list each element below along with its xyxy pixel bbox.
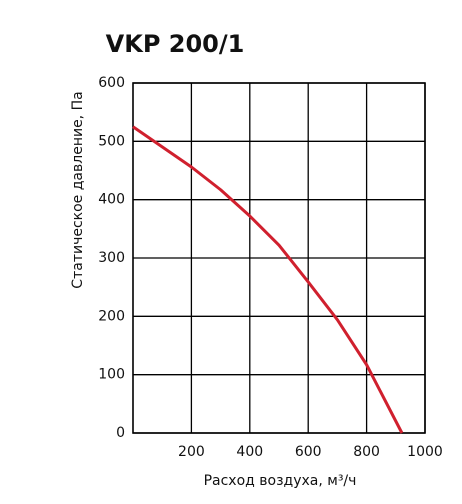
y-tick-label: 200 [98, 308, 125, 324]
y-tick-label: 600 [98, 75, 125, 91]
x-tick-label: 200 [178, 444, 205, 460]
plot-frame [132, 82, 426, 434]
y-tick-label: 300 [98, 250, 125, 266]
x-tick-label: 800 [353, 444, 380, 460]
x-tick-label: 400 [236, 444, 263, 460]
line-series [132, 125, 404, 434]
y-tick-label: 0 [116, 425, 125, 441]
y-tick-label: 100 [98, 367, 125, 383]
y-tick-label: 400 [98, 192, 125, 208]
x-tick-label: 600 [295, 444, 322, 460]
x-axis-label: Расход воздуха, м³/ч [204, 473, 357, 489]
x-tick-label: 1000 [407, 444, 443, 460]
chart-title: VKP 200/1 [106, 30, 245, 58]
y-tick-label: 500 [98, 133, 125, 149]
y-axis-label: Статическое давление, Па [70, 91, 86, 288]
